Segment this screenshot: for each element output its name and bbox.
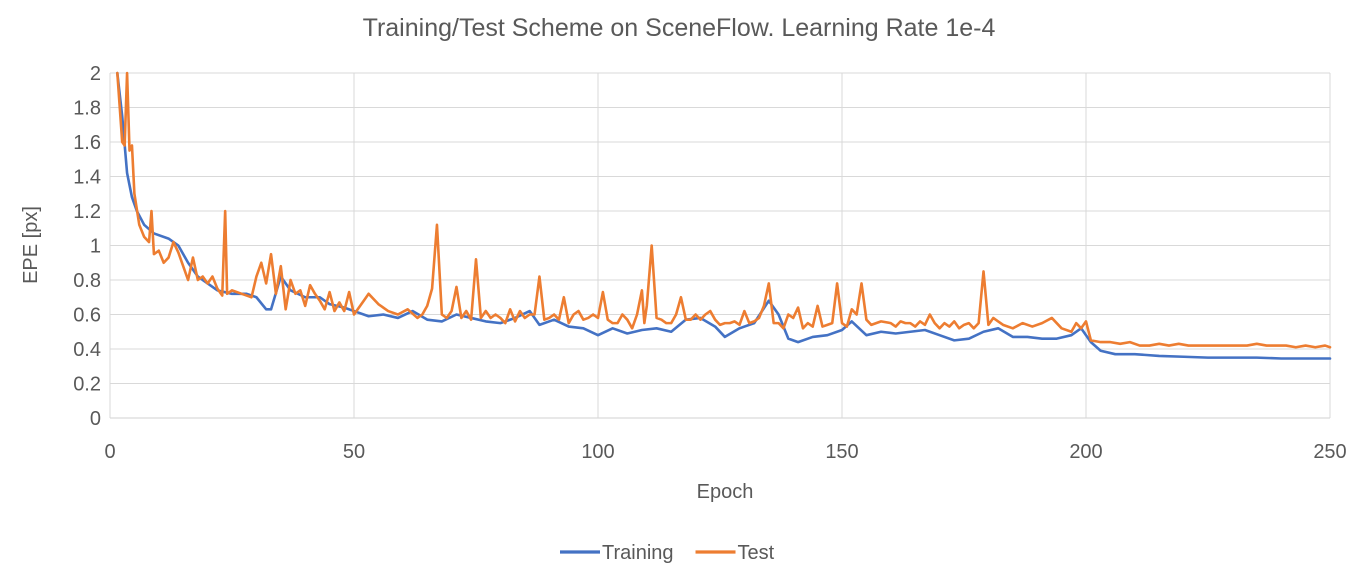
y-axis-ticks: 0 0.2 0.4 0.6 0.8 1 1.2 1.4 1.6 1.8 2	[73, 63, 101, 430]
x-tick-label: 0	[104, 441, 115, 463]
y-tick-label: 1.2	[73, 201, 101, 223]
y-tick-label: 1.8	[73, 98, 101, 120]
y-tick-label: 1	[90, 236, 101, 258]
y-tick-label: 0.6	[73, 305, 101, 327]
y-tick-label: 0.4	[73, 339, 101, 361]
y-tick-label: 2	[90, 63, 101, 85]
x-axis-ticks: 0 50 100 150 200 250	[104, 441, 1346, 463]
x-tick-label: 150	[825, 441, 858, 463]
gridlines	[109, 72, 1331, 418]
series-line-training	[116, 71, 1332, 360]
x-axis-title: Epoch	[697, 481, 754, 503]
legend-label-test: Test	[738, 542, 775, 564]
legend-label-training: Training	[602, 542, 674, 564]
y-tick-label: 0	[90, 408, 101, 430]
y-tick-label: 1.6	[73, 132, 101, 154]
y-tick-label: 1.4	[73, 167, 101, 189]
y-tick-label: 0.2	[73, 374, 101, 396]
x-tick-label: 50	[343, 441, 365, 463]
x-tick-label: 250	[1313, 441, 1346, 463]
series-line-test	[116, 71, 1332, 349]
legend: Training Test	[560, 542, 775, 564]
x-tick-label: 200	[1069, 441, 1102, 463]
chart-title: Training/Test Scheme on SceneFlow. Learn…	[363, 14, 996, 42]
x-tick-label: 100	[581, 441, 614, 463]
y-tick-label: 0.8	[73, 270, 101, 292]
y-axis-title: EPE [px]	[20, 206, 42, 284]
series-lines	[116, 71, 1332, 360]
